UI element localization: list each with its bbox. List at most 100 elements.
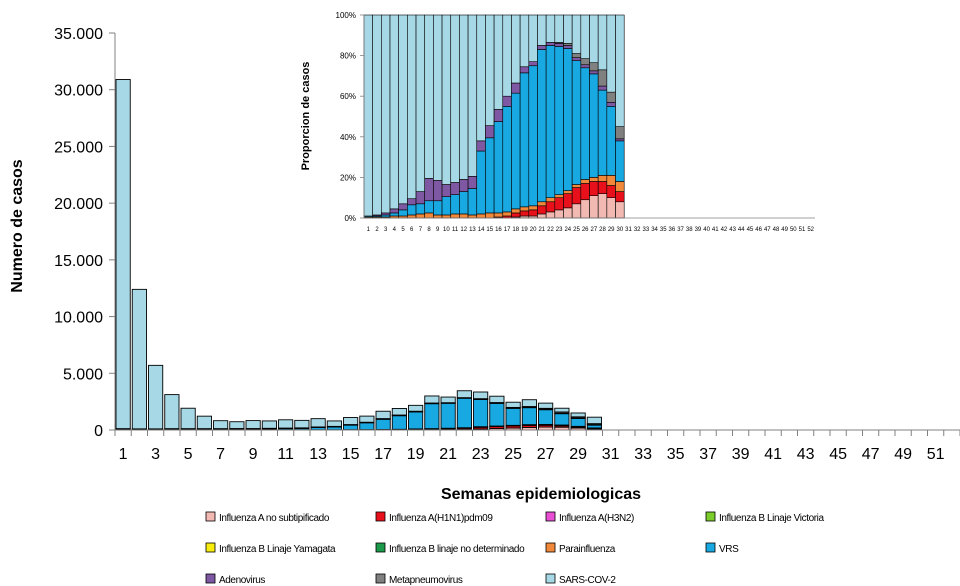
inset-x-tick-label: 33 [643,227,650,233]
inset-bar-segment [606,175,616,186]
inset-x-tick-label: 24 [564,227,571,233]
inset-bar-segment [476,14,486,142]
inset-bar-segment [441,14,452,185]
legend-label: Influenza B Linaje Victoria [719,513,824,524]
inset-bar-segment [415,14,426,192]
inset-x-tick-label: 11 [452,227,459,233]
x-tick-label: 39 [732,446,750,463]
inset-x-tick-label: 2 [375,227,379,233]
inset-bar-segment [398,14,408,205]
y-tick-label: 5.000 [63,366,103,383]
bar-segment [261,420,277,429]
legend-item: Influenza A(H1N1)pdm09 [375,511,494,524]
bar-segment [148,364,164,430]
main-x-axis-title: Semanas epidemiologicas [441,486,641,503]
x-tick-label: 7 [216,446,225,463]
inset-bar-segment [545,211,556,219]
bar-segment [570,417,586,427]
y-tick-label: 10.000 [54,310,103,327]
legend-swatch [705,542,716,553]
inset-bar-segment [545,14,556,43]
bar-segment [310,418,326,428]
inset-bar-segment [493,14,504,110]
inset-bar-segment [528,205,538,211]
inset-bar-segment [467,176,478,189]
inset-x-tick-label: 23 [556,227,563,233]
bar-segment [391,415,407,430]
inset-bar-segment [493,109,504,122]
inset-bar-segment [597,193,608,219]
x-tick-label: 1 [119,446,128,463]
legend-label: Influenza B Linaje Yamagata [219,544,336,555]
inset-x-tick-label: 10 [443,227,450,233]
inset-y-tick-label: 20% [340,173,356,182]
legend-label: Influenza B linaje no determinado [389,544,525,555]
inset-bar-segment [528,65,538,207]
inset-bar-segment [476,213,486,219]
bar-segment [554,413,570,426]
legend-label: SARS-COV-2 [559,575,616,586]
x-tick-label: 51 [927,446,945,463]
y-tick-label: 25.000 [54,139,103,156]
inset-bar-segment [597,85,608,91]
legend-label: Adenovirus [219,575,265,586]
inset-bar-segment [372,14,382,216]
x-tick-label: 17 [374,446,392,463]
x-tick-label: 9 [249,446,258,463]
inset-bar-segment [563,207,573,219]
inset-bar-segment [589,181,599,196]
inset-bar-segment [589,70,599,75]
bar-segment [424,395,440,404]
inset-x-tick-label: 31 [625,227,632,233]
inset-x-tick-label: 12 [460,227,467,233]
inset-bar-segment [571,187,582,205]
inset-x-tick-label: 46 [755,227,762,233]
inset-bar-segment [450,182,460,195]
inset-axes: 0%20%40%60%80%100%1 2 3 4 5 6 7 8 9 10 11 12 13 14 15 1… [336,11,815,233]
legend-item: Influenza B Linaje Yamagata [205,542,336,555]
inset-bar-segment [459,179,469,192]
y-tick-label: 20.000 [54,196,103,213]
inset-x-tick-label: 18 [512,227,519,233]
x-tick-label: 49 [894,446,912,463]
inset-x-tick-label: 44 [738,227,745,233]
bar-segment [586,416,602,425]
x-tick-label: 25 [504,446,522,463]
inset-bar-segment [563,193,573,209]
legend-item: Parainfluenza [545,542,616,555]
inset-bar-segment [485,212,495,219]
inset-bar-segment [537,201,547,207]
inset-bar-segment [537,14,547,46]
inset-bar-segment [545,197,556,203]
inset-bar-segment [606,101,616,107]
inset-bar-segment [554,197,564,211]
inset-bar-segment [615,126,625,140]
inset-bar-segment [615,138,625,142]
inset-bar-segment [615,181,625,192]
bar-segment [440,402,456,429]
x-tick-label: 23 [472,446,490,463]
inset-bar-segment [363,14,373,217]
inset-bar-segment [407,204,417,216]
inset-bar-segment [424,212,434,219]
x-tick-label: 33 [634,446,652,463]
inset-bar-segment [389,212,399,217]
legend-swatch [375,511,386,522]
bar-segment [359,415,375,423]
inset-bar-segment [433,180,443,202]
bar-segment [538,409,554,425]
bar-segment [115,79,131,430]
inset-bar-segment [389,208,399,214]
inset-bar-segment [511,208,521,214]
inset-x-tick-label: 25 [573,227,580,233]
inset-bar-segment [407,14,417,200]
inset-bar-segment [545,42,556,46]
legend-label: Metapneumovirus [389,575,463,586]
inset-bar-segment [519,210,530,217]
inset-bar-segment [424,200,434,214]
bar-segment [343,417,359,426]
inset-x-tick-label: 4 [393,227,397,233]
x-tick-label: 37 [699,446,717,463]
inset-x-tick-label: 35 [660,227,667,233]
